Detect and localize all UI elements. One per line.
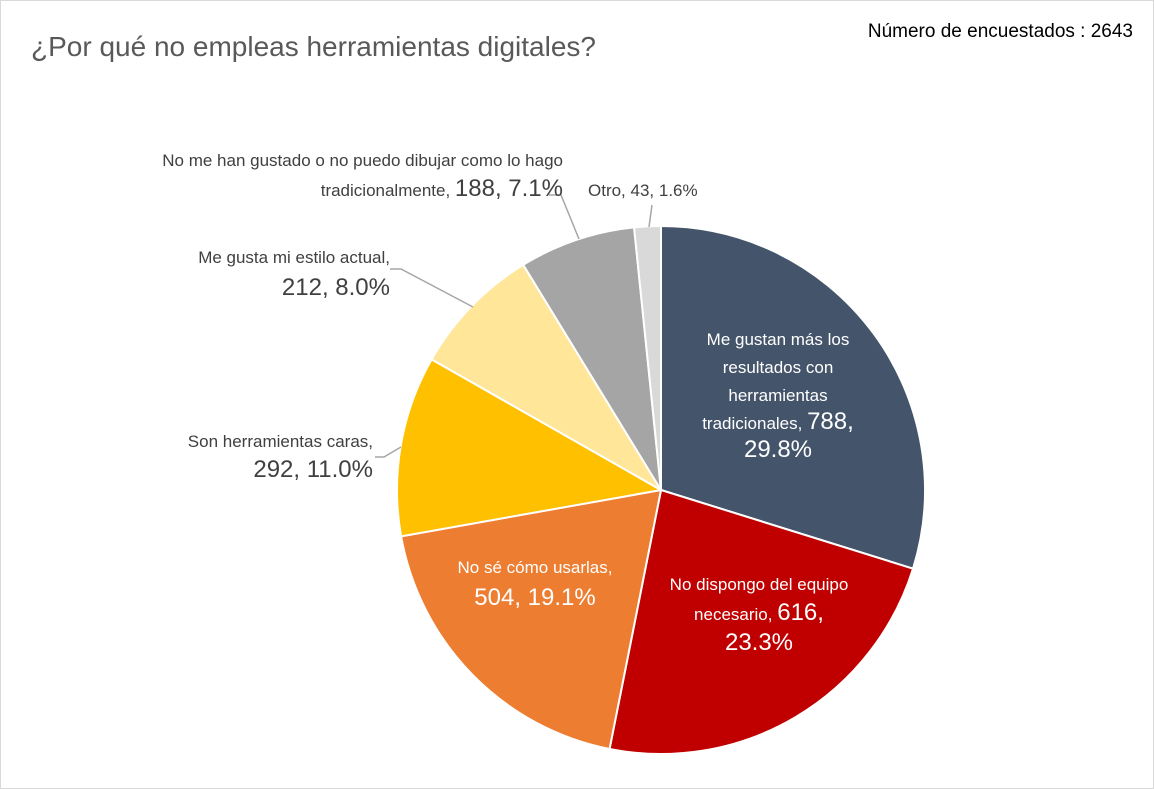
data-label-3: No sé cómo usarlas, 504, 19.1%: [458, 558, 613, 611]
chart-title: ¿Por qué no empleas herramientas digital…: [31, 31, 596, 62]
data-label-2: No dispongo del equipo necesario, 616, 23.…: [670, 575, 849, 656]
data-label-5: Me gusta mi estilo actual, 212, 8.0%: [198, 248, 390, 301]
leader-line-4: [375, 446, 402, 458]
pie-slice-1: [660, 224, 926, 570]
pie-slice-4: [396, 357, 664, 538]
pie-slice-7: [632, 224, 662, 491]
leader-line-5: [390, 268, 474, 308]
pie-slice-3: [399, 488, 663, 751]
respondents-count: Número de encuestados : 2643: [867, 21, 1133, 42]
data-label-4: Son herramientas caras, 292, 11.0%: [188, 432, 373, 483]
data-label-6: No me han gustado o no puedo dibujar com…: [162, 151, 563, 202]
leader-line-6: [549, 194, 580, 240]
pie-slice-2: [608, 488, 915, 755]
pie-slice-6: [521, 226, 662, 491]
leader-line-7: [648, 204, 653, 228]
data-label-7: Otro, 43, 1.6%: [588, 181, 698, 200]
data-label-1: Me gustan más los resultados con herramien…: [702, 330, 854, 463]
